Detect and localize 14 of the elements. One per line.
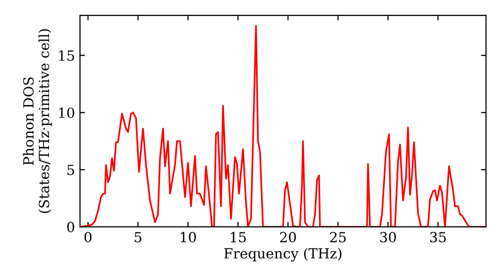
x-tick-label: 35 <box>430 232 446 242</box>
y-axis-title: Phonon DOS (States/THz·primitive cell) <box>22 29 52 213</box>
y-tick-label: 10 <box>59 108 74 118</box>
y-tick-label: 0 <box>67 222 74 232</box>
x-tick-label: 30 <box>380 232 396 242</box>
x-axis-title: Frequency (THz) <box>224 248 342 262</box>
x-tick-label: 15 <box>230 232 246 242</box>
x-tick-label: 10 <box>180 232 196 242</box>
x-tick-label: 25 <box>330 232 346 242</box>
y-tick-label: 15 <box>59 50 74 61</box>
x-tick-label: 0 <box>84 232 92 242</box>
y-tick-label: 5 <box>67 164 74 176</box>
x-tick-label: 20 <box>280 232 296 242</box>
x-tick-label: 5 <box>134 232 142 242</box>
